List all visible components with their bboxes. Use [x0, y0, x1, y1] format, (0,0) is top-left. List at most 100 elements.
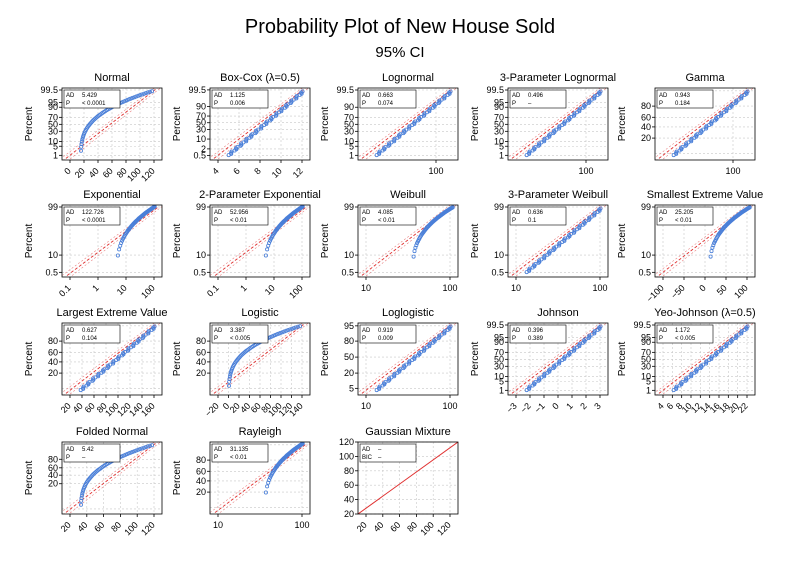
ci-lower [358, 205, 451, 276]
y-tick-label: 20 [196, 487, 206, 497]
plot-area [358, 442, 458, 514]
data-point [295, 324, 300, 329]
ci-upper [71, 206, 162, 276]
stat-value: 0.396 [528, 328, 544, 334]
x-tick-label: 1 [238, 283, 249, 294]
subplot-title: Weibull [390, 189, 426, 201]
y-tick-label: 99 [48, 202, 58, 212]
x-tick-label: 0 [62, 166, 73, 177]
y-tick-label: 99.5 [40, 85, 58, 95]
x-tick-label: −20 [203, 401, 221, 419]
subplot: Largest Extreme Value2040608010012014016… [24, 307, 168, 418]
y-tick-label: 60 [48, 463, 58, 473]
subplot-title: Lognormal [382, 72, 434, 84]
x-tick-label: 20 [355, 520, 369, 534]
y-tick-label: 10 [494, 250, 504, 260]
stat-label: P [512, 336, 516, 342]
y-tick-label: 50 [641, 354, 651, 364]
x-tick-label: 0 [221, 401, 232, 412]
x-tick-label: 4 [655, 401, 666, 412]
x-tick-label: 100 [122, 520, 140, 538]
x-tick-label: 100 [294, 520, 309, 530]
x-tick-label: 10 [263, 283, 277, 297]
y-tick-label: 0.5 [193, 267, 206, 277]
subplot: Exponential 0.1 1 10 100 0.5 10 99 Percent AD 122.… [24, 189, 163, 300]
data-point [250, 132, 255, 137]
data-point [278, 330, 283, 335]
data-point [120, 238, 125, 243]
ci-lower [210, 88, 303, 159]
data-point [80, 491, 85, 496]
fit-line [358, 442, 458, 514]
y-tick-label: 20 [48, 368, 58, 378]
data-point [147, 443, 152, 448]
data-point [79, 148, 84, 153]
stat-value: 0.006 [230, 101, 246, 107]
data-point [80, 137, 85, 142]
plot-frame [209, 322, 311, 396]
data-point [598, 324, 603, 329]
stat-value: 0.104 [82, 336, 98, 342]
y-tick-label: 10 [344, 136, 354, 146]
stat-value: 122.726 [82, 210, 104, 216]
data-point [268, 475, 273, 480]
y-axis-label: Percent [617, 224, 628, 259]
x-tick-label: 22 [736, 401, 750, 415]
y-tick-label: 70 [494, 347, 504, 357]
data-point [263, 253, 268, 258]
data-point [414, 243, 419, 248]
ci-upper [68, 442, 161, 514]
stat-label: AD [214, 328, 223, 334]
stats-box [656, 324, 714, 344]
y-tick-label: 30 [196, 124, 206, 134]
subplot: Smallest Extreme Value −100 −50 0 50 100 0.5 10… [617, 189, 763, 304]
ci-lower [62, 323, 155, 394]
y-axis-label: Percent [172, 342, 183, 377]
y-tick-label: 80 [641, 101, 651, 111]
plot-frame [507, 87, 609, 161]
plot-area [62, 205, 162, 276]
data-point [282, 329, 287, 334]
ci-upper [219, 443, 310, 513]
stat-label: P [66, 101, 70, 107]
chart-subtitle: 95% CI [375, 44, 425, 61]
y-tick-label: 30 [344, 126, 354, 136]
y-tick-label: 50 [48, 119, 58, 129]
data-point [747, 205, 752, 210]
plot-area [358, 205, 457, 277]
stat-value: 0.074 [378, 101, 394, 107]
x-tick-label: 120 [139, 520, 157, 538]
data-point [551, 248, 556, 253]
y-tick-label: 10 [641, 371, 651, 381]
data-point [143, 91, 148, 96]
data-point [117, 247, 122, 252]
stat-value: < 0.01 [378, 218, 396, 224]
stat-value: < 0.0001 [82, 218, 106, 224]
y-tick-label: 10 [494, 136, 504, 146]
subplot-title: Folded Normal [76, 426, 148, 438]
y-tick-label: 99.5 [633, 320, 651, 330]
fit-line [509, 205, 605, 277]
stat-label: AD [362, 93, 371, 99]
y-tick-label: 99 [196, 202, 206, 212]
y-tick-label: 0.5 [193, 151, 206, 161]
stat-label: P [214, 218, 218, 224]
plot-frame [507, 322, 609, 396]
data-point [598, 206, 603, 211]
data-point [226, 383, 231, 388]
subplot-title: Largest Extreme Value [56, 307, 167, 319]
subplot-title: Box-Cox (λ=0.5) [220, 72, 300, 84]
subplot-title: Gaussian Mixture [365, 426, 451, 438]
y-tick-label: 70 [494, 112, 504, 122]
plot-frame [357, 204, 459, 278]
ci-upper [68, 323, 161, 395]
plot-frame [61, 204, 163, 278]
data-point [152, 205, 157, 209]
y-tick-label: 80 [196, 336, 206, 346]
ci-upper [661, 323, 754, 395]
ci-upper [216, 88, 309, 160]
y-axis-label: Percent [617, 107, 628, 142]
y-tick-label: 99.5 [336, 85, 354, 95]
y-tick-label: 50 [196, 118, 206, 128]
y-tick-label: 5 [349, 383, 354, 393]
